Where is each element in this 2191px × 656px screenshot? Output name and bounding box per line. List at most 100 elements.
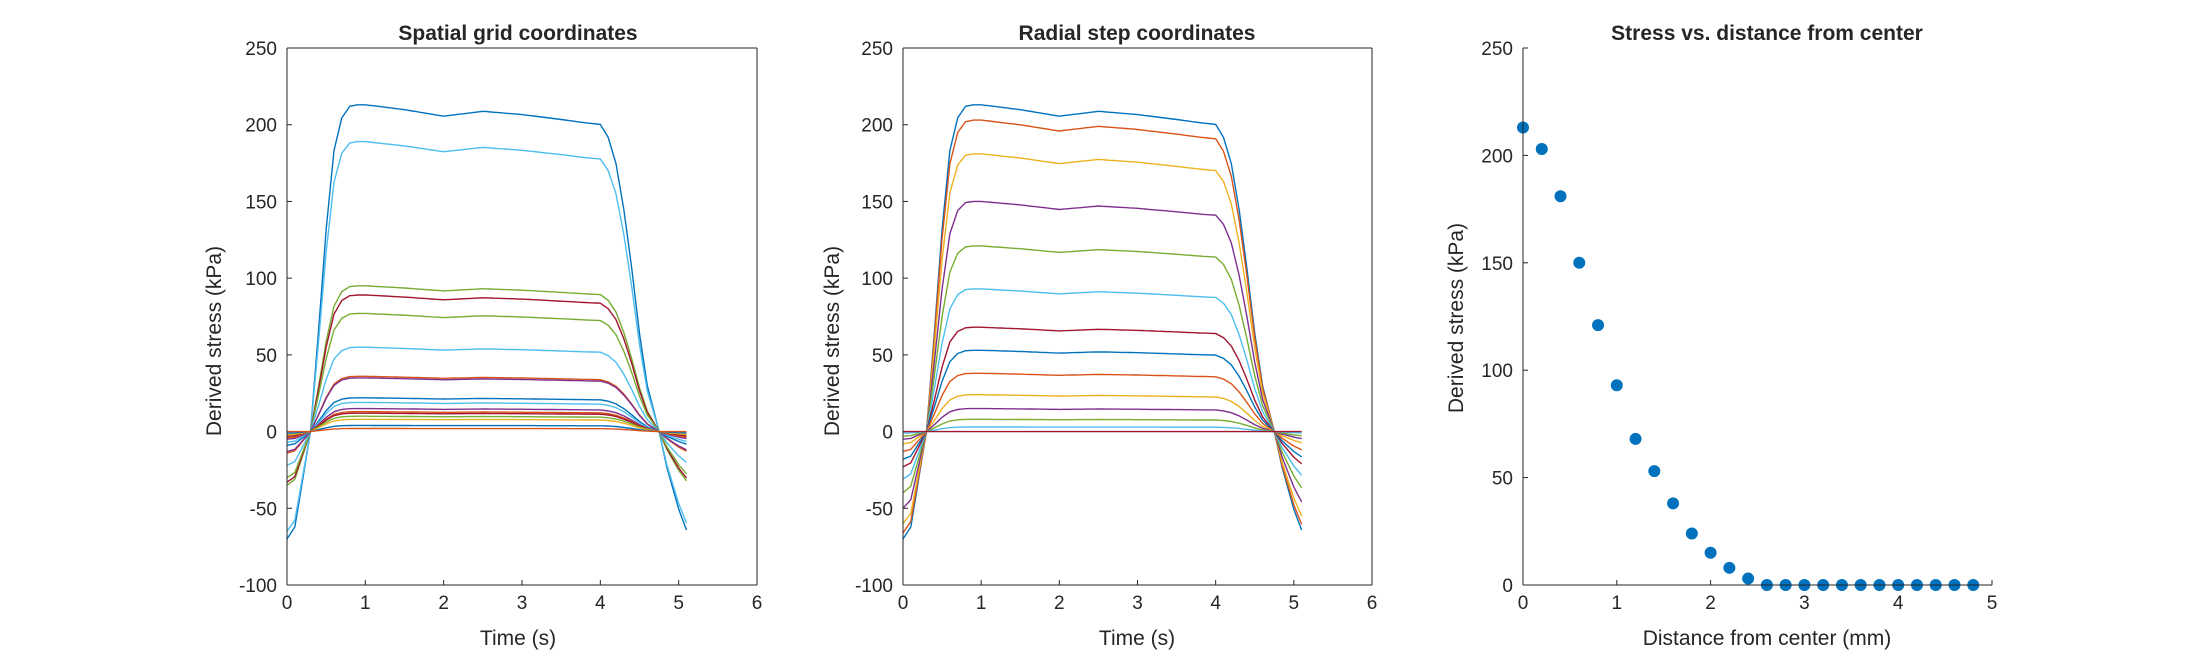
x-tick-label: 2 [1705, 593, 1716, 614]
series-line-11 [286, 407, 687, 440]
x-tick-label: 2 [438, 593, 449, 614]
series-line-9 [286, 397, 687, 447]
scatter-point [1592, 319, 1605, 332]
x-tick-label: 1 [976, 593, 987, 614]
y-tick-label: 0 [1502, 576, 1513, 597]
y-tick-label: 100 [245, 269, 277, 290]
series-line-14 [286, 415, 687, 436]
x-tick-label: 5 [1987, 593, 1998, 614]
series-line-4 [902, 200, 1303, 509]
series-line-2 [902, 119, 1303, 534]
x-tick-label: 0 [282, 593, 293, 614]
y-tick-label: 250 [861, 39, 893, 60]
series-line-13 [902, 426, 1302, 434]
series-line-10 [286, 401, 687, 443]
series-line-12 [286, 410, 687, 439]
x-tick-label: 4 [595, 593, 606, 614]
scatter-point [1554, 190, 1567, 203]
y-tick-label: -100 [855, 576, 893, 597]
series-line-6 [902, 288, 1303, 480]
chart-title: Spatial grid coordinates [398, 22, 637, 45]
y-tick-label: 200 [861, 116, 893, 137]
scatter-point [1704, 546, 1717, 559]
scatter-point [1648, 465, 1661, 478]
y-tick-label: 200 [1481, 146, 1513, 167]
x-tick-label: 4 [1210, 593, 1221, 614]
x-tick-label: 6 [1367, 593, 1378, 614]
y-tick-label: 50 [1492, 469, 1513, 490]
scatter-point [1535, 142, 1548, 155]
series-line-5 [286, 312, 688, 479]
series-line-1 [286, 104, 688, 540]
series-line-13 [286, 412, 687, 437]
scatter-point [1667, 497, 1680, 510]
x-tick-label: 5 [1289, 593, 1300, 614]
scatter-point [1742, 572, 1755, 585]
y-tick-label: 150 [245, 192, 277, 213]
x-tick-label: 4 [1893, 593, 1904, 614]
series-line-4 [286, 294, 688, 483]
panel-spatial-grid: Spatial grid coordinates Time (s) Derive… [203, 22, 762, 650]
scatter-point [1685, 527, 1698, 540]
panel-radial-step: Radial step coordinates Time (s) Derived… [821, 22, 1377, 650]
series-line-10 [902, 394, 1302, 445]
y-tick-label: 100 [861, 269, 893, 290]
scatter-point [1723, 561, 1736, 574]
y-tick-label: 200 [245, 116, 277, 137]
y-tick-label: 50 [872, 346, 893, 367]
x-axis-label: Time (s) [480, 627, 556, 650]
series-line-7 [286, 375, 687, 454]
y-tick-label: 50 [256, 346, 277, 367]
plot-area: 0 1 2 3 4 5 6 -100 -50 0 50 100 150 200 250 [239, 39, 762, 614]
x-tick-label: 2 [1054, 593, 1065, 614]
series-line-11 [902, 407, 1302, 440]
x-axis-label: Time (s) [1099, 627, 1175, 650]
x-tick-label: 3 [517, 593, 528, 614]
series-line-6 [286, 346, 687, 466]
chart-title: Stress vs. distance from center [1611, 22, 1923, 45]
series-line-9 [902, 372, 1303, 453]
x-tick-label: 3 [1799, 593, 1810, 614]
scatter-point [1573, 256, 1586, 269]
series-line-17 [287, 427, 687, 433]
series-line-3 [902, 153, 1303, 525]
series-line-5 [902, 245, 1303, 494]
y-tick-label: 0 [882, 423, 893, 444]
x-axis-label: Distance from center (mm) [1643, 627, 1892, 650]
series-line-12 [902, 418, 1302, 437]
x-tick-label: 5 [673, 593, 684, 614]
y-axis-label: Derived stress (kPa) [821, 246, 844, 436]
y-tick-label: 150 [1481, 254, 1513, 275]
x-tick-label: 0 [898, 593, 909, 614]
y-axis-label: Derived stress (kPa) [1445, 223, 1468, 413]
y-tick-label: -50 [866, 499, 893, 520]
y-axis-label: Derived stress (kPa) [203, 246, 226, 436]
y-tick-label: -100 [239, 576, 277, 597]
chart-title: Radial step coordinates [1019, 22, 1256, 45]
plot-area: 0 1 2 3 4 5 6 -100 -50 0 50 100 150 200 250 [855, 39, 1377, 614]
x-tick-label: 6 [752, 593, 763, 614]
y-tick-label: -50 [250, 499, 277, 520]
x-tick-label: 1 [360, 593, 371, 614]
y-tick-label: 250 [245, 39, 277, 60]
series-line-15 [286, 418, 687, 436]
series-line-7 [902, 326, 1303, 468]
x-tick-label: 1 [1612, 593, 1623, 614]
scatter-point [1610, 379, 1623, 392]
series-line-8 [902, 349, 1303, 460]
scatter-point [1629, 432, 1642, 445]
x-tick-label: 0 [1518, 593, 1529, 614]
series-line-16 [286, 424, 687, 434]
series-line-1 [902, 104, 1303, 540]
x-tick-label: 3 [1132, 593, 1143, 614]
y-tick-label: 250 [1481, 39, 1513, 60]
y-tick-label: 150 [861, 192, 893, 213]
series-line-8 [286, 377, 687, 453]
y-tick-label: 0 [266, 423, 277, 444]
series-line-3 [286, 285, 688, 486]
y-tick-label: 100 [1481, 361, 1513, 382]
panel-stress-vs-distance: Stress vs. distance from center Distance… [1445, 22, 1997, 650]
series-line-2 [286, 140, 688, 532]
